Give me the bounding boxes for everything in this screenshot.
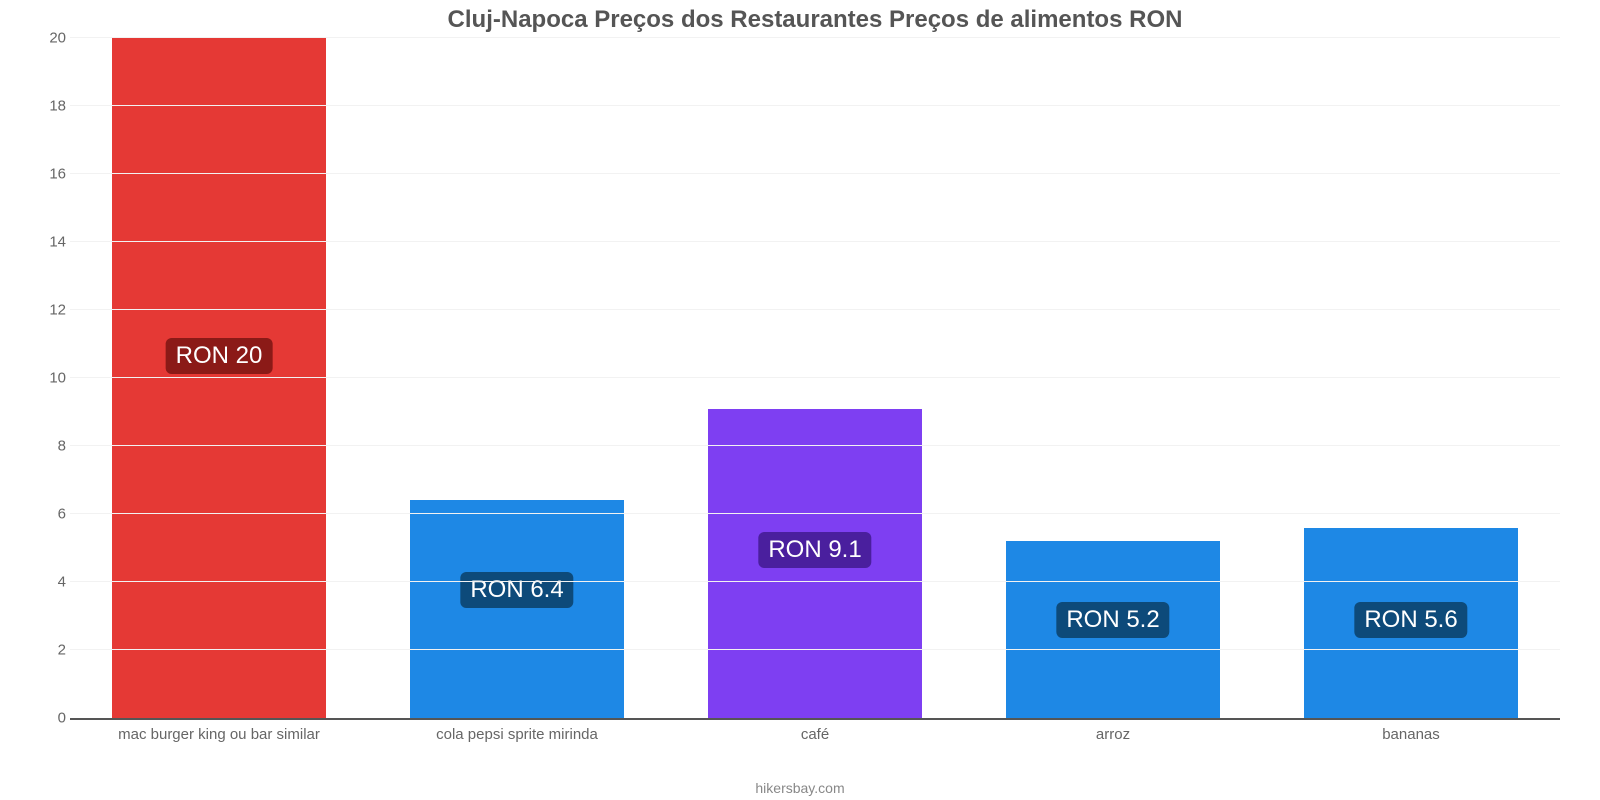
y-tick-label: 8 — [26, 438, 66, 455]
gridline — [70, 649, 1560, 650]
value-badge: RON 20 — [166, 338, 273, 374]
y-tick-label: 12 — [26, 302, 66, 319]
chart-footer: hikersbay.com — [0, 780, 1600, 796]
bar-slot: RON 5.2 — [964, 40, 1262, 718]
x-tick-label: bananas — [1262, 726, 1560, 743]
bar-slot: RON 9.1 — [666, 40, 964, 718]
y-tick-label: 0 — [26, 710, 66, 727]
gridline — [70, 173, 1560, 174]
bar — [112, 38, 327, 718]
y-tick-label: 18 — [26, 98, 66, 115]
chart-title: Cluj-Napoca Preços dos Restaurantes Preç… — [70, 6, 1560, 34]
price-bar-chart: Cluj-Napoca Preços dos Restaurantes Preç… — [0, 0, 1600, 800]
gridline — [70, 309, 1560, 310]
y-tick-label: 10 — [26, 370, 66, 387]
gridline — [70, 377, 1560, 378]
bar — [410, 500, 625, 718]
bar-slot: RON 5.6 — [1262, 40, 1560, 718]
y-tick-label: 16 — [26, 166, 66, 183]
bars-container: RON 20 RON 6.4 RON 9.1 RON 5.2 RON 5.6 — [70, 40, 1560, 718]
value-badge: RON 9.1 — [758, 532, 871, 568]
y-tick-label: 20 — [26, 30, 66, 47]
gridline — [70, 445, 1560, 446]
x-tick-label: café — [666, 726, 964, 743]
x-tick-label: cola pepsi sprite mirinda — [368, 726, 666, 743]
gridline — [70, 513, 1560, 514]
x-tick-label: mac burger king ou bar similar — [70, 726, 368, 743]
value-badge: RON 5.2 — [1056, 602, 1169, 638]
x-axis-labels: mac burger king ou bar similarcola pepsi… — [70, 726, 1560, 743]
gridline — [70, 37, 1560, 38]
value-badge: RON 6.4 — [460, 572, 573, 608]
bar-slot: RON 6.4 — [368, 40, 666, 718]
bar-slot: RON 20 — [70, 40, 368, 718]
gridline — [70, 581, 1560, 582]
y-tick-label: 6 — [26, 506, 66, 523]
y-tick-label: 4 — [26, 574, 66, 591]
y-tick-label: 14 — [26, 234, 66, 251]
value-badge: RON 5.6 — [1354, 602, 1467, 638]
plot-area: RON 20RON 6.4RON 9.1RON 5.2RON 5.6 02468… — [70, 40, 1560, 720]
x-tick-label: arroz — [964, 726, 1262, 743]
gridline — [70, 105, 1560, 106]
gridline — [70, 241, 1560, 242]
y-tick-label: 2 — [26, 642, 66, 659]
